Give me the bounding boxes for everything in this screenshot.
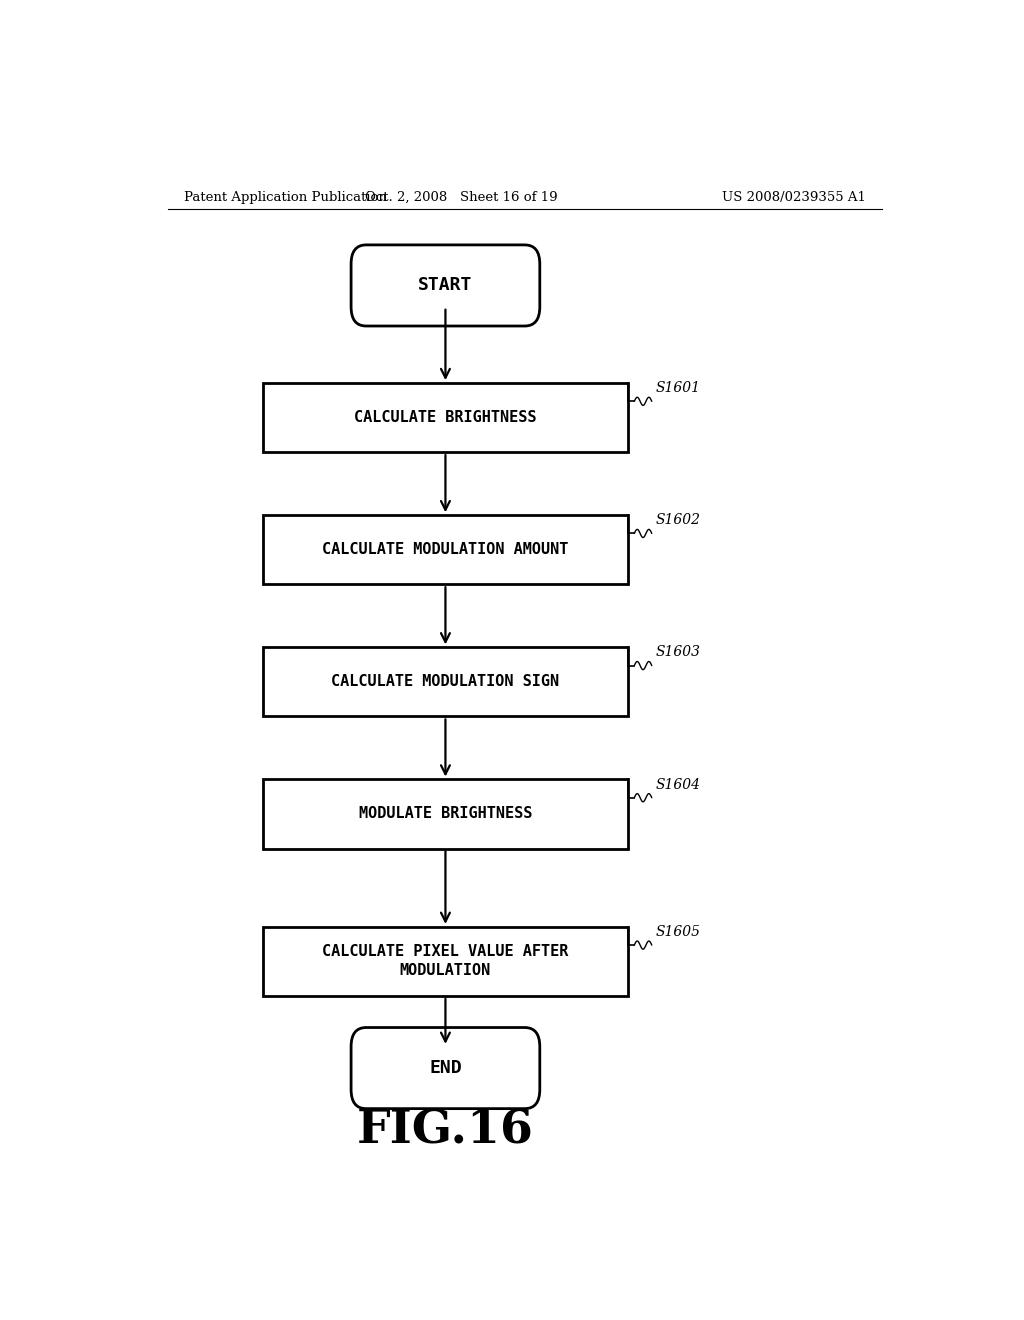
Text: S1601: S1601 xyxy=(655,381,700,395)
Text: S1603: S1603 xyxy=(655,645,700,660)
Bar xyxy=(263,515,628,585)
Text: S1605: S1605 xyxy=(655,925,700,939)
Text: CALCULATE BRIGHTNESS: CALCULATE BRIGHTNESS xyxy=(354,411,537,425)
Text: FIG.16: FIG.16 xyxy=(357,1106,534,1152)
Text: CALCULATE PIXEL VALUE AFTER
MODULATION: CALCULATE PIXEL VALUE AFTER MODULATION xyxy=(323,944,568,978)
Bar xyxy=(263,383,628,453)
Text: CALCULATE MODULATION SIGN: CALCULATE MODULATION SIGN xyxy=(332,675,559,689)
Text: MODULATE BRIGHTNESS: MODULATE BRIGHTNESS xyxy=(358,807,532,821)
Text: CALCULATE MODULATION AMOUNT: CALCULATE MODULATION AMOUNT xyxy=(323,543,568,557)
Bar xyxy=(263,779,628,849)
Text: Oct. 2, 2008   Sheet 16 of 19: Oct. 2, 2008 Sheet 16 of 19 xyxy=(365,190,558,203)
Text: S1602: S1602 xyxy=(655,513,700,527)
Bar xyxy=(263,647,628,717)
Text: Patent Application Publication: Patent Application Publication xyxy=(183,190,386,203)
Text: END: END xyxy=(429,1059,462,1077)
FancyBboxPatch shape xyxy=(351,246,540,326)
FancyBboxPatch shape xyxy=(351,1027,540,1109)
Bar xyxy=(263,927,628,995)
Text: S1604: S1604 xyxy=(655,777,700,792)
Text: START: START xyxy=(418,276,473,294)
Text: US 2008/0239355 A1: US 2008/0239355 A1 xyxy=(722,190,866,203)
